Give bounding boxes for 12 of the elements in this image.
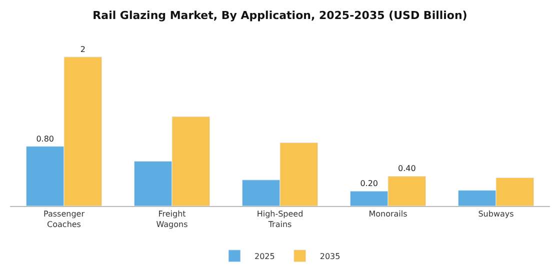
x-tick-label: Subways — [478, 210, 514, 219]
data-label: 0.80 — [36, 134, 54, 144]
x-tick-label: Passenger Coaches — [44, 210, 86, 229]
data-label: 0.20 — [360, 179, 378, 188]
x-tick-label: Monorails — [368, 210, 408, 219]
legend-label: 2035 — [320, 252, 340, 262]
chart-title: Rail Glazing Market, By Application, 2025-2035 (USD Billion) — [92, 8, 468, 22]
data-label: 2 — [80, 44, 86, 54]
legend-label: 2025 — [254, 252, 275, 262]
data-label: 0.40 — [398, 164, 416, 174]
x-tick-label: High-Speed Trains — [256, 210, 304, 229]
x-tick-label: Freight Wagons — [156, 210, 188, 229]
